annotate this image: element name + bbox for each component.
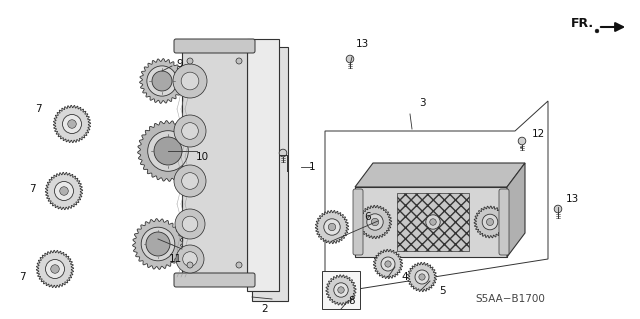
Circle shape bbox=[182, 216, 198, 232]
FancyBboxPatch shape bbox=[499, 189, 509, 255]
Circle shape bbox=[63, 115, 81, 133]
Text: 6: 6 bbox=[365, 212, 371, 222]
Circle shape bbox=[482, 214, 498, 230]
Circle shape bbox=[324, 219, 340, 235]
Circle shape bbox=[518, 137, 526, 145]
Circle shape bbox=[181, 72, 199, 90]
Circle shape bbox=[45, 259, 65, 278]
Circle shape bbox=[595, 29, 599, 33]
Circle shape bbox=[334, 283, 348, 297]
Polygon shape bbox=[326, 275, 356, 305]
Circle shape bbox=[148, 131, 188, 171]
Bar bbox=[247, 39, 279, 291]
FancyBboxPatch shape bbox=[174, 39, 255, 53]
Circle shape bbox=[236, 262, 242, 268]
Polygon shape bbox=[36, 250, 74, 288]
Circle shape bbox=[430, 219, 436, 225]
Text: 13: 13 bbox=[355, 39, 369, 49]
Circle shape bbox=[141, 227, 175, 261]
Bar bbox=[355, 187, 507, 257]
Polygon shape bbox=[358, 205, 392, 239]
Circle shape bbox=[174, 165, 206, 197]
Bar bbox=[322, 271, 360, 309]
Text: 2: 2 bbox=[262, 304, 268, 314]
Text: 7: 7 bbox=[29, 184, 35, 194]
Bar bbox=[397, 193, 469, 251]
Text: 7: 7 bbox=[35, 104, 42, 114]
Polygon shape bbox=[418, 207, 448, 237]
Circle shape bbox=[152, 71, 172, 91]
Text: 10: 10 bbox=[195, 152, 209, 162]
Text: 7: 7 bbox=[19, 272, 26, 282]
Polygon shape bbox=[138, 121, 198, 182]
Text: 3: 3 bbox=[419, 98, 426, 108]
Circle shape bbox=[176, 245, 204, 273]
Polygon shape bbox=[507, 163, 525, 257]
Text: 4: 4 bbox=[402, 272, 408, 282]
Circle shape bbox=[385, 261, 391, 267]
Text: 12: 12 bbox=[531, 129, 545, 139]
Text: 1: 1 bbox=[308, 162, 316, 172]
Circle shape bbox=[54, 182, 74, 201]
Circle shape bbox=[182, 173, 198, 189]
Circle shape bbox=[415, 270, 429, 284]
Text: 8: 8 bbox=[349, 296, 355, 306]
Circle shape bbox=[187, 262, 193, 268]
Circle shape bbox=[367, 214, 383, 230]
Text: FR.: FR. bbox=[571, 18, 594, 31]
Circle shape bbox=[174, 115, 206, 147]
Circle shape bbox=[328, 223, 336, 231]
Text: 11: 11 bbox=[168, 254, 182, 264]
Text: 5: 5 bbox=[438, 286, 445, 296]
Circle shape bbox=[68, 120, 76, 128]
Circle shape bbox=[60, 187, 68, 195]
Circle shape bbox=[183, 252, 197, 266]
Polygon shape bbox=[53, 105, 91, 143]
Bar bbox=[182, 49, 247, 277]
Circle shape bbox=[182, 123, 198, 139]
Circle shape bbox=[419, 274, 425, 280]
Circle shape bbox=[236, 58, 242, 64]
Circle shape bbox=[173, 64, 207, 98]
Circle shape bbox=[381, 257, 395, 271]
Circle shape bbox=[346, 55, 354, 63]
Text: 13: 13 bbox=[565, 194, 579, 204]
FancyBboxPatch shape bbox=[174, 273, 255, 287]
Polygon shape bbox=[252, 47, 288, 301]
Circle shape bbox=[154, 137, 182, 165]
Circle shape bbox=[279, 149, 287, 157]
FancyBboxPatch shape bbox=[353, 189, 363, 255]
Circle shape bbox=[371, 218, 379, 226]
Circle shape bbox=[187, 58, 193, 64]
Circle shape bbox=[486, 219, 493, 226]
Polygon shape bbox=[140, 59, 184, 103]
Circle shape bbox=[51, 265, 60, 273]
Polygon shape bbox=[373, 249, 403, 279]
Polygon shape bbox=[316, 210, 349, 244]
Text: S5AA−B1700: S5AA−B1700 bbox=[475, 294, 545, 304]
Circle shape bbox=[338, 287, 344, 293]
Circle shape bbox=[426, 215, 440, 229]
Circle shape bbox=[146, 232, 170, 256]
Polygon shape bbox=[355, 163, 525, 187]
Polygon shape bbox=[45, 172, 83, 210]
Circle shape bbox=[554, 205, 562, 213]
Polygon shape bbox=[132, 219, 183, 269]
Polygon shape bbox=[407, 262, 436, 292]
Circle shape bbox=[147, 66, 177, 96]
Circle shape bbox=[175, 209, 205, 239]
Text: 9: 9 bbox=[177, 59, 183, 69]
Polygon shape bbox=[474, 206, 506, 238]
